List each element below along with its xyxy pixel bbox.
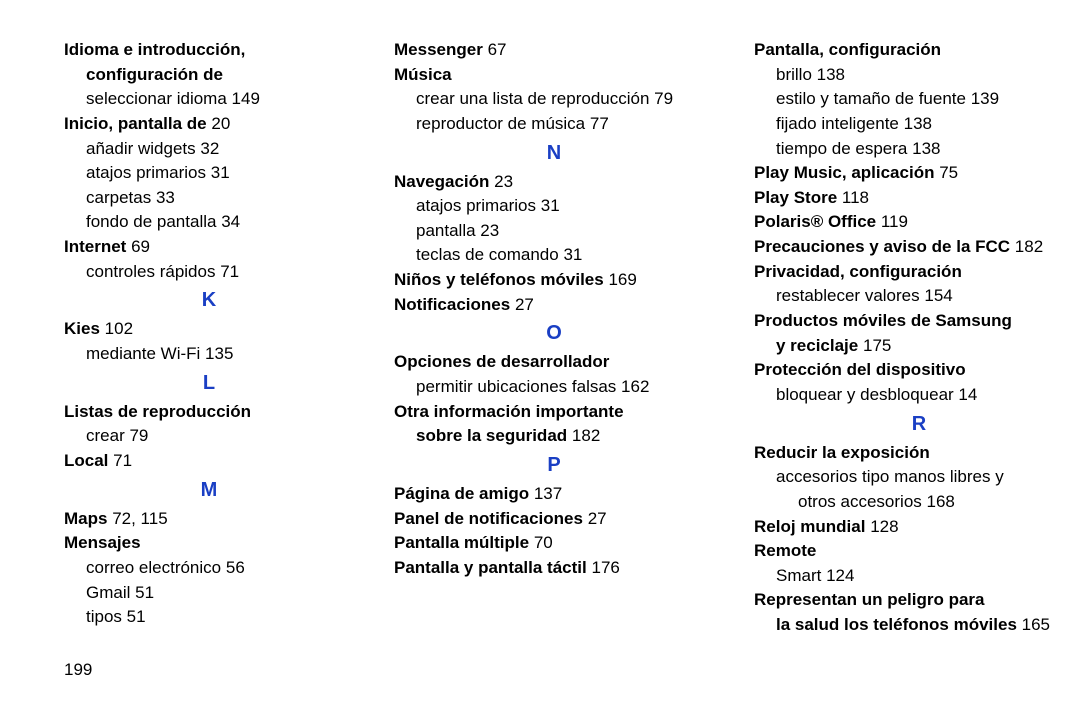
entry-productos-l1: Productos móviles de Samsung — [754, 309, 1080, 334]
entry-pmult: Pantalla múltiple 70 — [394, 531, 714, 556]
entry-navegacion-s2: pantalla 23 — [394, 219, 714, 244]
index-columns: Idioma e introducción, configuración de … — [64, 38, 1030, 638]
entry-inicio-s3: carpetas 33 — [64, 186, 354, 211]
letter-l: L — [64, 369, 354, 398]
entry-proteccion: Protección del dispositivo — [754, 358, 1080, 383]
entry-inicio-s4: fondo de pantalla 34 — [64, 210, 354, 235]
letter-o: O — [394, 319, 714, 348]
entry-local: Local 71 — [64, 449, 354, 474]
letter-m: M — [64, 476, 354, 505]
entry-listas-s1: crear 79 — [64, 424, 354, 449]
entry-pantalla-s2: estilo y tamaño de fuente 139 — [754, 87, 1080, 112]
entry-privacidad-s1: restablecer valores 154 — [754, 284, 1080, 309]
entry-inicio-s1: añadir widgets 32 — [64, 137, 354, 162]
page-number: 199 — [64, 660, 92, 680]
entry-proteccion-s1: bloquear y desbloquear 14 — [754, 383, 1080, 408]
entry-musica-s1: crear una lista de reproducción 79 — [394, 87, 714, 112]
entry-pagina: Página de amigo 137 — [394, 482, 714, 507]
entry-navegacion-s3: teclas de comando 31 — [394, 243, 714, 268]
entry-otra-l2: sobre la seguridad 182 — [394, 424, 714, 449]
entry-pantalla: Pantalla, configuración — [754, 38, 1080, 63]
entry-kies-s1: mediante Wi-Fi 135 — [64, 342, 354, 367]
letter-n: N — [394, 139, 714, 168]
entry-pantalla-s4: tiempo de espera 138 — [754, 137, 1080, 162]
entry-remote: Remote — [754, 539, 1080, 564]
entry-idioma-l1: Idioma e introducción, — [64, 38, 354, 63]
entry-inicio: Inicio, pantalla de 20 — [64, 112, 354, 137]
entry-privacidad: Privacidad, configuración — [754, 260, 1080, 285]
entry-navegacion-s1: atajos primarios 31 — [394, 194, 714, 219]
entry-opciones-s1: permitir ubicaciones falsas 162 — [394, 375, 714, 400]
entry-mensajes-s3: tipos 51 — [64, 605, 354, 630]
entry-navegacion: Navegación 23 — [394, 170, 714, 195]
entry-productos-l2: y reciclaje 175 — [754, 334, 1080, 359]
entry-ninos: Niños y teléfonos móviles 169 — [394, 268, 714, 293]
entry-messenger: Messenger 67 — [394, 38, 714, 63]
entry-internet-s1: controles rápidos 71 — [64, 260, 354, 285]
entry-pantalla-s3: fijado inteligente 138 — [754, 112, 1080, 137]
entry-panel: Panel de notificaciones 27 — [394, 507, 714, 532]
letter-r: R — [754, 410, 1080, 439]
entry-reloj: Reloj mundial 128 — [754, 515, 1080, 540]
column-1: Idioma e introducción, configuración de … — [64, 38, 354, 638]
entry-internet: Internet 69 — [64, 235, 354, 260]
column-2: Messenger 67 Música crear una lista de r… — [394, 38, 714, 638]
entry-otra-l1: Otra información importante — [394, 400, 714, 425]
column-3: Pantalla, configuración brillo 138 estil… — [754, 38, 1080, 638]
entry-maps: Maps 72, 115 — [64, 507, 354, 532]
entry-listas: Listas de reproducción — [64, 400, 354, 425]
entry-mensajes-s2: Gmail 51 — [64, 581, 354, 606]
entry-kies: Kies 102 — [64, 317, 354, 342]
entry-reducir: Reducir la exposición — [754, 441, 1080, 466]
entry-reducir-s1: accesorios tipo manos libres y — [754, 465, 1080, 490]
entry-musica: Música — [394, 63, 714, 88]
entry-representan-l2: la salud los teléfonos móviles 165 — [754, 613, 1080, 638]
letter-p: P — [394, 451, 714, 480]
entry-polaris: Polaris® Office 119 — [754, 210, 1080, 235]
entry-inicio-s2: atajos primarios 31 — [64, 161, 354, 186]
entry-precauciones: Precauciones y aviso de la FCC 182 — [754, 235, 1080, 260]
entry-pantalla-s1: brillo 138 — [754, 63, 1080, 88]
entry-idioma-l2: configuración de — [64, 63, 354, 88]
entry-notif: Notificaciones 27 — [394, 293, 714, 318]
entry-idioma-sub1: seleccionar idioma 149 — [64, 87, 354, 112]
entry-playstore: Play Store 118 — [754, 186, 1080, 211]
entry-mensajes-s1: correo electrónico 56 — [64, 556, 354, 581]
entry-musica-s2: reproductor de música 77 — [394, 112, 714, 137]
entry-ptactil: Pantalla y pantalla táctil 176 — [394, 556, 714, 581]
letter-k: K — [64, 286, 354, 315]
entry-representan-l1: Representan un peligro para — [754, 588, 1080, 613]
entry-playmusic: Play Music, aplicación 75 — [754, 161, 1080, 186]
entry-opciones: Opciones de desarrollador — [394, 350, 714, 375]
entry-remote-s1: Smart 124 — [754, 564, 1080, 589]
entry-reducir-s2: otros accesorios 168 — [754, 490, 1080, 515]
entry-mensajes: Mensajes — [64, 531, 354, 556]
